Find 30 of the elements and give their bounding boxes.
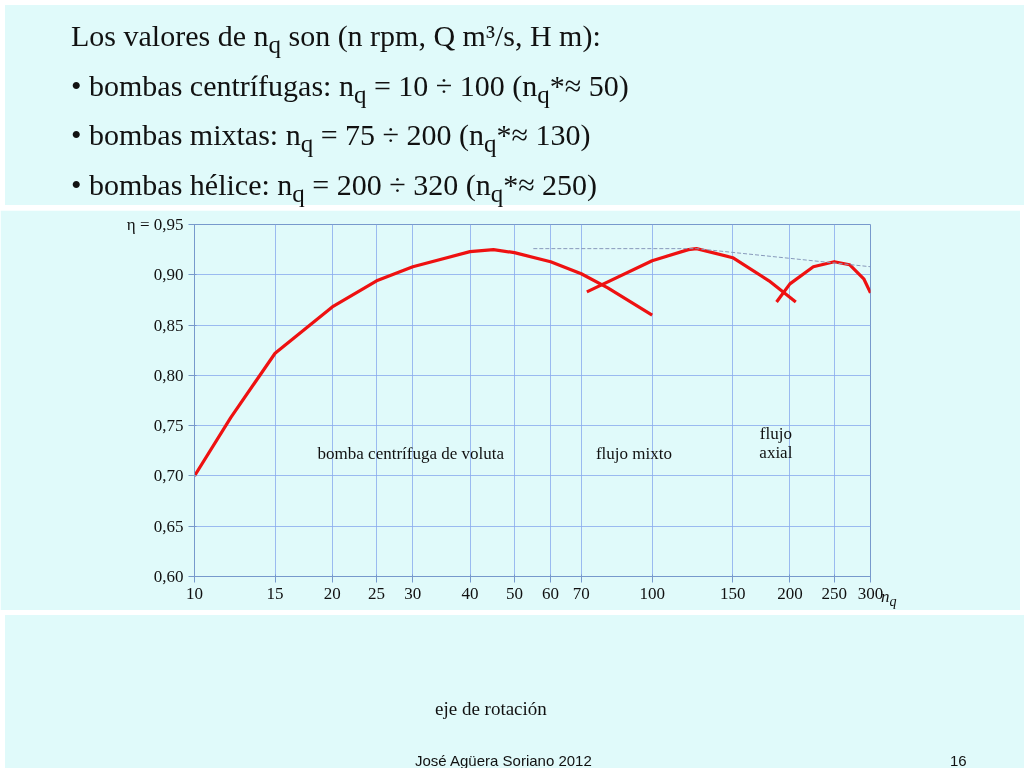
x-tick-label: 30	[404, 583, 422, 603]
y-tick-label: 0,90	[153, 265, 184, 285]
text: eje de rotación	[435, 697, 547, 721]
y-tick-label: 0,85	[153, 315, 184, 335]
x-tick-label: 200	[777, 583, 803, 603]
x-tick-label: 25	[368, 583, 386, 603]
annotation: flujo mixto	[595, 443, 672, 463]
x-tick-label: 70	[572, 583, 590, 603]
annotation: flujo axial	[759, 423, 793, 462]
x-tick-label: 20	[323, 583, 341, 603]
y-tick-label: 0,75	[153, 416, 184, 436]
y-tick-label: 0,80	[153, 365, 184, 385]
x-tick-label: 50	[505, 583, 523, 603]
text: Los valores de n$_{q}$ son (n rpm, Q m³/s, H m):	[71, 18, 602, 60]
text: • bombas hélice: n$_{q}$ = 200 ÷ 320 (n$_{q}$*≈ 250)	[71, 167, 599, 210]
x-tick-label: 40	[461, 583, 479, 603]
annotation: bomba centrífuga de voluta	[317, 443, 505, 463]
text: 16	[950, 751, 967, 768]
x-tick-label: 100	[639, 583, 665, 603]
y-tick-label: η = 0,95	[126, 215, 184, 234]
x-tick-label: 15	[266, 583, 284, 603]
x-tick-label: 150	[719, 583, 746, 603]
x-tick-label: 10	[186, 583, 203, 603]
x-tick-label: 250	[821, 583, 848, 603]
y-tick-label: 0,65	[153, 516, 184, 536]
text: • bombas mixtas: n$_{q}$ = 75 ÷ 200 (n$_{q}$*≈ 130)	[71, 117, 592, 160]
y-tick-label: 0,70	[153, 466, 184, 486]
y-tick-label: 0,60	[153, 567, 184, 586]
x-tick-label: 60	[542, 583, 560, 603]
text: • bombas centrífugas: n$_{q}$ = 10 ÷ 100 (n$_{q}$*≈ 50)	[71, 67, 629, 110]
